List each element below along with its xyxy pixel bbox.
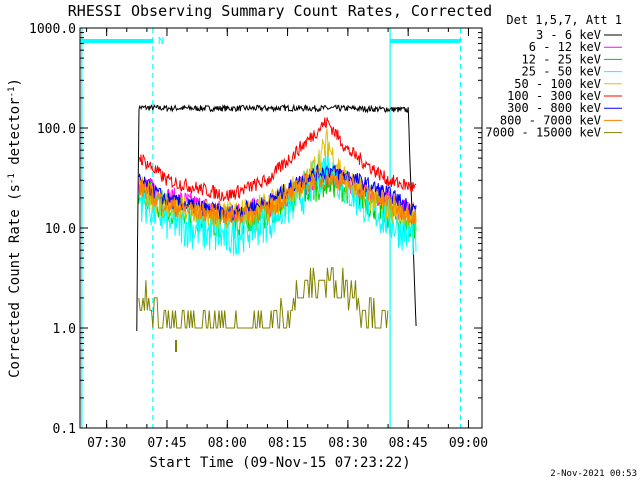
- generated-timestamp: 2-Nov-2021 00:53: [550, 469, 637, 479]
- legend-entry-label: 300 - 800 keV: [507, 101, 601, 115]
- series-line-0: [136, 103, 417, 332]
- x-tick-label: 07:30: [87, 436, 126, 451]
- y-tick-label: 1000.0: [29, 22, 76, 37]
- x-tick-label: 07:45: [147, 436, 186, 451]
- y-tick-label: 1.0: [53, 322, 76, 337]
- legend-title: Det 1,5,7, Att 1: [506, 13, 622, 27]
- series-line-4: [138, 128, 417, 230]
- x-tick-label: 09:00: [449, 436, 488, 451]
- legend-entry-label: 50 - 100 keV: [514, 77, 601, 91]
- legend-entry-label: 3 - 6 keV: [536, 28, 601, 42]
- y-axis-label: Corrected Count Rate (s-1 detector-1): [7, 78, 23, 378]
- series-line-8: [138, 267, 389, 329]
- legend-entry-label: 6 - 12 keV: [529, 40, 601, 54]
- legend-entry-label: 25 - 50 keV: [522, 65, 601, 79]
- series-lines: [136, 103, 417, 352]
- legend-entry-label: 800 - 7000 keV: [500, 113, 601, 127]
- y-tick-labels: 0.1 1.0 10.0 100.0 1000.0: [29, 22, 76, 437]
- x-tick-label: 08:30: [328, 436, 367, 451]
- x-tick-label: 08:45: [389, 436, 428, 451]
- flag-label: N: [158, 36, 164, 47]
- x-tick-label: 08:00: [208, 436, 247, 451]
- flag-bar: [80, 39, 153, 43]
- legend-entry-label: 100 - 300 keV: [507, 89, 601, 103]
- x-tick-label: 08:15: [268, 436, 307, 451]
- flag-bar: [390, 39, 461, 43]
- legend-entry-label: 7000 - 15000 keV: [485, 126, 601, 140]
- chart-title: RHESSI Observing Summary Count Rates, Co…: [68, 2, 492, 20]
- x-tick-labels: 07:30 07:45 08:00 08:15 08:30 08:45 09:00: [87, 436, 488, 451]
- legend-entry-label: 12 - 25 keV: [522, 52, 601, 66]
- isolated-point: [175, 340, 177, 352]
- series-line-5: [138, 117, 417, 202]
- series-line-7: [138, 168, 417, 226]
- y-tick-label: 0.1: [53, 422, 76, 437]
- plot-frame: [79, 27, 483, 429]
- x-axis-label: Start Time (09-Nov-15 07:23:22): [149, 455, 410, 471]
- plot-border: [79, 27, 483, 429]
- y-tick-label: 10.0: [45, 222, 76, 237]
- y-tick-label: 100.0: [37, 122, 76, 137]
